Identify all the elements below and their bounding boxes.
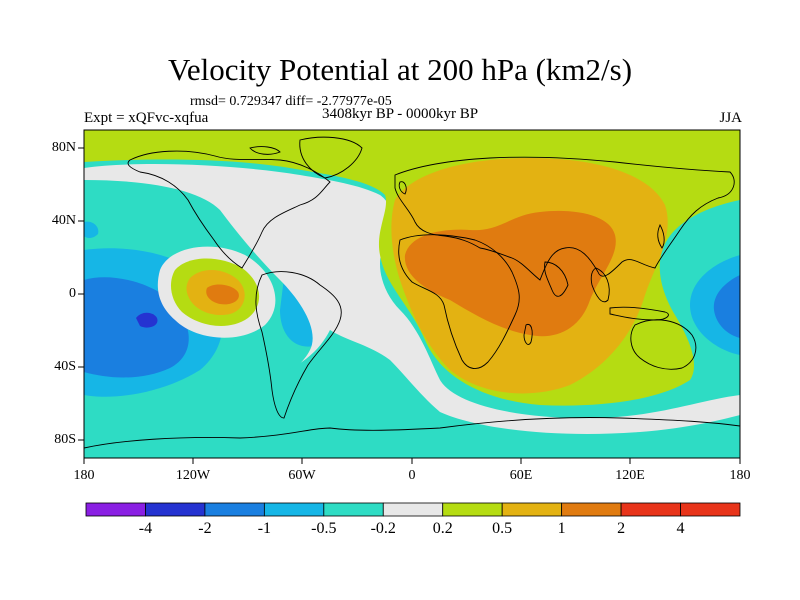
colorbar-label: -0.5 [311,520,337,537]
coastline-british-isles [398,181,407,195]
colorbar-label: 0.2 [432,520,453,537]
contour-band-neg1-westedge [84,221,99,238]
colorbar-box [561,502,622,517]
coastline-madagascar [523,323,533,345]
colorbar-label: 4 [676,520,685,537]
y-tick-label-0: 0 [69,286,76,301]
coastline-africa [398,234,520,369]
colorbar-box [382,502,444,517]
y-tick-label-80s: 80S [54,432,76,447]
x-tick-label-180e: 180 [729,468,751,483]
colorbar-box [204,502,265,517]
colorbar-label: -4 [138,520,153,537]
coastline-north-america [127,150,331,269]
axis-ticks [78,147,741,464]
coastline-eurasia [394,156,735,281]
x-tick-label-120w: 120W [175,468,211,483]
coastline-india [544,261,569,297]
colorbar-label: -2 [198,520,212,537]
coastline-south-america [255,271,342,419]
colorbar-box [442,502,503,517]
colorbar-box [680,502,741,517]
contour-band-neg05-south [84,330,740,458]
colorbar-box [501,502,563,517]
y-tick-label-80n: 80N [51,140,76,155]
coastline-indonesia [609,306,669,321]
colorbar-label: 1 [557,520,566,537]
coastline-se-asia [590,267,610,303]
coastline-japan [657,224,665,249]
contour-band-neg4-pacific [136,312,158,328]
colorbar-box [323,502,384,517]
contour-band-pos1-afroasia [404,210,616,337]
colorbar-label: 0.5 [492,520,513,537]
colorbar-label: -1 [257,520,272,537]
x-tick-label-180w: 180 [73,468,95,483]
x-tick-label-120e: 120E [615,468,645,483]
y-tick-label-40n: 40N [51,213,76,228]
season-label: JJA [719,110,742,126]
coastline-australia [630,319,697,370]
colorbar-box [263,502,325,517]
contour-band-pos2-eastpac [206,284,239,305]
colorbar-label: -0.2 [370,520,396,537]
coastline-arctic-islands [249,146,281,155]
colorbar-label: 2 [617,520,626,537]
contour-band-neg2-eastedge [713,275,740,338]
coastlines [84,136,740,449]
contour-fill [84,130,740,458]
stats-subtitle: rmsd= 0.729347 diff= -2.77977e-05 [190,94,392,109]
colorbar-box [85,502,146,517]
contour-band-neutral-north [84,164,740,458]
x-tick-label-60e: 60E [509,468,533,483]
x-tick-label-60w: 60W [288,468,316,483]
y-tick-label-40s: 40S [54,359,76,374]
colorbar [85,502,741,517]
experiment-label: Expt = xQFvc-xqfua [84,110,209,126]
colorbar-box [145,502,206,517]
coastline-antarctica [84,417,740,449]
colorbar-box [620,502,681,517]
coastline-greenland [299,136,363,179]
map-title: Velocity Potential at 200 hPa (km2/s) [167,52,633,87]
period-label: 3408kyr BP - 0000kyr BP [322,106,479,122]
x-tick-label-0: 0 [408,468,416,483]
